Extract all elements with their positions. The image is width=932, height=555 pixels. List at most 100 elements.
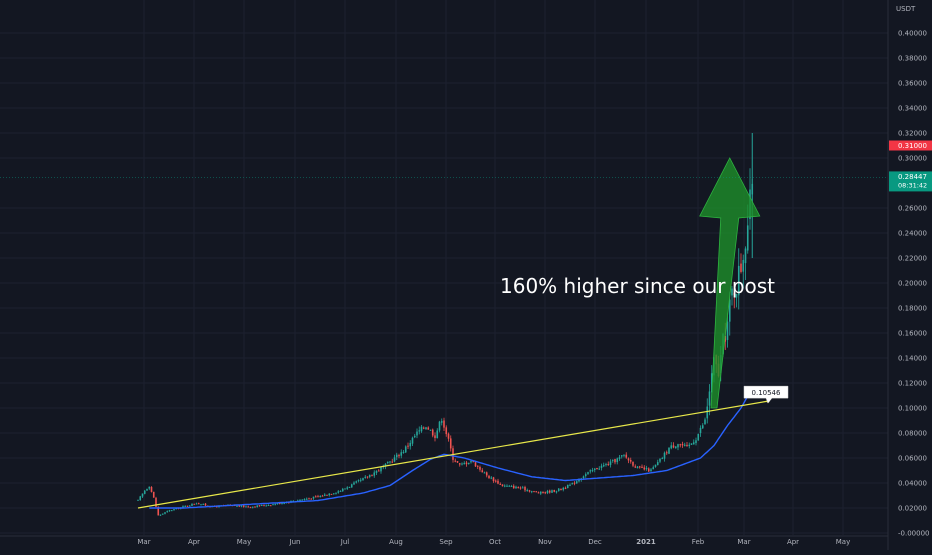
candle-body [492, 477, 495, 482]
y-tick-label: -0.00000 [898, 530, 929, 538]
y-tick-label: 0.04000 [898, 480, 927, 488]
trend-line [137, 400, 769, 509]
last-price-value: 0.28447 [898, 173, 927, 181]
candle-body [578, 479, 580, 482]
candle-body [283, 503, 286, 505]
candle-body [476, 465, 479, 467]
y-tick-label: 0.12000 [898, 380, 927, 388]
candle-body [258, 505, 261, 507]
candle-body [335, 492, 337, 494]
x-tick-label: Apr [188, 538, 200, 546]
candle-body [240, 505, 243, 507]
x-tick-label: May [836, 538, 850, 546]
candle-body [659, 458, 661, 462]
candle-body [629, 460, 632, 462]
candle-body [535, 491, 538, 493]
candle-body [173, 509, 175, 511]
candle-body [701, 425, 704, 429]
candle-body [587, 472, 589, 474]
candle-body [620, 455, 623, 457]
candle-body [161, 513, 164, 515]
candle-body [645, 468, 648, 470]
candle-body [377, 470, 380, 472]
x-tick-label: Dec [588, 538, 602, 546]
candle-body [490, 477, 493, 479]
candle-body [497, 480, 499, 484]
candle-body [260, 505, 263, 507]
candle-body [449, 438, 452, 449]
candle-body [431, 429, 434, 436]
candle-body [195, 503, 198, 505]
candle-body [623, 454, 625, 456]
candle-body [503, 485, 506, 487]
candle-body [395, 454, 398, 458]
currency-label: USDT [896, 5, 916, 13]
candle-body [274, 504, 277, 506]
candle-body [404, 446, 407, 453]
candle-body [737, 265, 740, 296]
candle-body [330, 493, 333, 495]
candle-body [557, 488, 560, 491]
candle-body [742, 259, 745, 272]
x-tick-label: Jul [340, 538, 350, 546]
candle-body [384, 463, 387, 467]
candle-body [373, 472, 376, 476]
candle-body [215, 506, 218, 508]
candle-body [542, 491, 544, 493]
y-tick-label: 0.02000 [898, 505, 927, 513]
candle-body [548, 490, 551, 493]
candle-body [593, 468, 596, 471]
candle-body [605, 464, 607, 466]
candle-body [143, 490, 146, 494]
candle-body [371, 475, 373, 477]
candle-body [670, 445, 673, 449]
candle-body [276, 503, 279, 505]
candle-body [422, 427, 425, 429]
candle-body [299, 499, 301, 501]
candle-body [679, 444, 682, 446]
y-tick-label: 0.10000 [898, 405, 927, 413]
y-tick-label: 0.18000 [898, 305, 927, 313]
candle-body [312, 496, 315, 499]
y-tick-label: 0.32000 [898, 130, 927, 138]
candle-body [654, 464, 657, 467]
candle-body [182, 506, 184, 508]
candle-body [708, 391, 711, 406]
candle-body [353, 482, 355, 485]
candle-body [438, 421, 441, 431]
candle-body [391, 461, 394, 463]
annotation-text: 160% higher since our post [500, 274, 776, 298]
candle-body [236, 505, 238, 507]
candle-body [447, 433, 450, 439]
candle-body [740, 263, 742, 272]
candle-body [155, 497, 157, 507]
candle-body [470, 460, 472, 463]
candle-body [537, 492, 540, 494]
x-tick-label: Feb [692, 538, 705, 546]
y-tick-label: 0.14000 [898, 355, 927, 363]
candle-body [323, 494, 326, 496]
candle-body [301, 499, 304, 501]
candle-body [636, 466, 639, 469]
candle-body [600, 465, 603, 468]
candle-body [735, 293, 738, 298]
candle-body [526, 490, 529, 492]
candle-body [533, 491, 535, 493]
y-tick-label: 0.06000 [898, 455, 927, 463]
candle-body [443, 420, 445, 428]
candle-body [242, 505, 245, 507]
candle-body [569, 484, 571, 486]
candle-body [733, 292, 736, 296]
candle-body [337, 491, 340, 493]
candle-body [287, 502, 290, 504]
candle-body [515, 486, 517, 489]
candle-body [256, 505, 259, 508]
candle-body [508, 485, 511, 487]
candle-body [269, 505, 272, 507]
candle-body [418, 430, 421, 432]
candle-body [530, 491, 533, 493]
candle-body [663, 452, 666, 459]
candle-body [254, 506, 256, 508]
candle-body [551, 490, 553, 493]
